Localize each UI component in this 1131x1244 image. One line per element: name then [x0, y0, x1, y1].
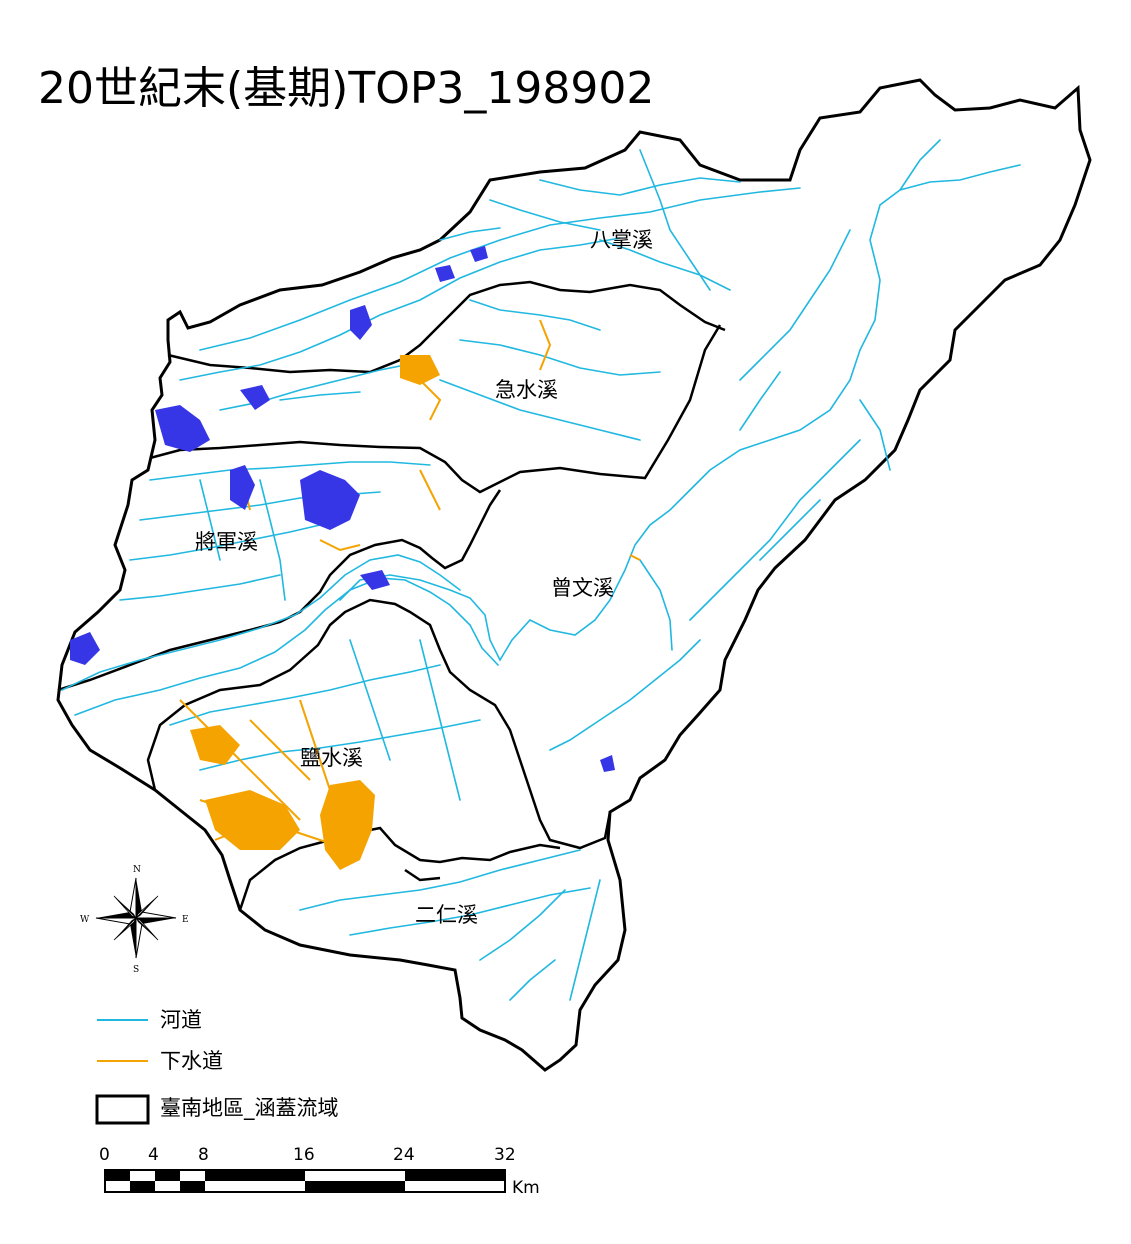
basin-label-bazhang: 八掌溪 [590, 228, 653, 252]
scale-unit: Km [512, 1178, 540, 1198]
compass-south-label: S [133, 965, 139, 975]
coverage-boundary [56, 78, 1092, 1072]
map-title: 20世紀末(基期)TOP3_198902 [38, 63, 655, 114]
river-network [61, 139, 1021, 1001]
legend-river-label: 河道 [160, 1008, 202, 1032]
flood-areas [70, 246, 615, 772]
scale-tick-24: 24 [393, 1145, 415, 1165]
scale-bar: 0 4 8 16 24 32 Km [99, 1145, 540, 1198]
basin-label-jiangjun: 將軍溪 [195, 530, 258, 554]
basin-label-jishui: 急水溪 [495, 378, 558, 402]
sewer-dense-areas [190, 355, 440, 870]
scale-tick-8: 8 [198, 1145, 209, 1165]
compass-east-label: E [182, 915, 189, 925]
compass-west-label: W [80, 915, 90, 925]
legend-boundary-swatch [95, 1094, 150, 1125]
basin-label-yanshui: 鹽水溪 [300, 746, 363, 770]
basin-label-zengwen: 曾文溪 [551, 576, 614, 600]
compass-north-label: N [133, 865, 141, 875]
legend-boundary-label: 臺南地區_涵蓋流域 [160, 1096, 339, 1121]
scale-tick-4: 4 [148, 1145, 159, 1165]
scale-tick-16: 16 [293, 1145, 315, 1165]
scale-tick-0: 0 [99, 1145, 110, 1165]
scale-tick-32: 32 [494, 1145, 516, 1165]
compass-rose-icon: N S E W [80, 865, 189, 975]
legend: 河道 下水道 臺南地區_涵蓋流域 [95, 1008, 339, 1125]
basin-label-erren: 二仁溪 [415, 903, 478, 927]
legend-sewer-label: 下水道 [160, 1049, 223, 1073]
basin-divides [57, 280, 726, 911]
